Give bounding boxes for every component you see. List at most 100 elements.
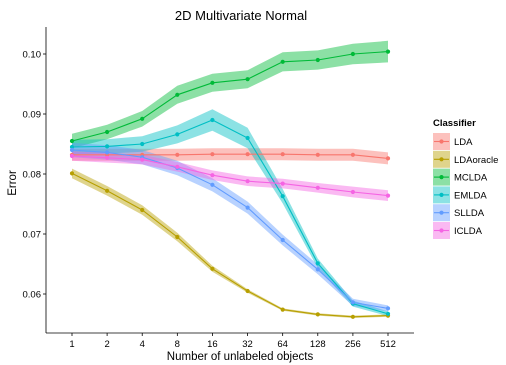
- x-tick-label: 64: [277, 339, 288, 350]
- data-point-sllda: [69, 147, 75, 153]
- legend-label: SLLDA: [454, 208, 485, 219]
- x-tick-label: 2: [104, 339, 109, 350]
- data-point-emlda: [245, 135, 250, 141]
- data-point-emlda: [105, 144, 110, 149]
- y-tick-label: 0.06: [23, 289, 42, 300]
- legend-item-iclda: ICLDA: [433, 222, 483, 239]
- data-point-mclda: [140, 116, 145, 121]
- x-tick-label: 16: [207, 339, 218, 350]
- data-point-ldaoracle: [280, 307, 285, 312]
- data-point-mclda: [105, 129, 110, 135]
- data-point-emlda: [140, 141, 145, 147]
- x-tick-label: 256: [345, 339, 361, 350]
- legend-key-point: [439, 139, 444, 144]
- y-tick-label: 0.10: [23, 49, 42, 60]
- data-point-iclda: [245, 179, 250, 184]
- data-point-lda: [245, 152, 250, 157]
- data-point-iclda: [280, 181, 285, 186]
- data-point-lda: [350, 152, 355, 157]
- legend-key-point: [439, 228, 444, 233]
- data-point-emlda: [280, 194, 285, 199]
- ribbon-emlda: [72, 109, 388, 317]
- y-tick-label: 0.07: [23, 229, 42, 240]
- legend-item-mclda: MCLDA: [433, 168, 488, 186]
- legend-key-point: [439, 192, 444, 197]
- y-axis-title: Error: [7, 170, 19, 196]
- ribbon-mclda: [72, 40, 388, 149]
- legend-label: LDA: [454, 137, 473, 148]
- legend-label: MCLDA: [454, 173, 488, 184]
- x-tick-label: 32: [242, 339, 253, 350]
- legend-key-point: [439, 157, 444, 162]
- series-line-emlda: [71, 119, 389, 315]
- legend-key-point: [439, 210, 444, 215]
- data-point-ldaoracle: [350, 314, 355, 319]
- data-point-sllda: [315, 267, 320, 272]
- data-point-emlda: [210, 117, 215, 123]
- data-point-lda: [210, 152, 215, 157]
- data-point-ldaoracle: [175, 234, 180, 240]
- data-point-iclda: [315, 185, 320, 190]
- y-tick-label: 0.09: [23, 109, 42, 120]
- data-point-iclda: [210, 173, 215, 178]
- x-tick-label: 4: [140, 339, 145, 350]
- data-point-mclda: [175, 92, 180, 97]
- data-point-mclda: [315, 57, 320, 63]
- data-point-ldaoracle: [210, 266, 215, 271]
- data-point-lda: [280, 152, 285, 157]
- data-point-mclda: [69, 138, 75, 144]
- data-point-mclda: [210, 80, 215, 85]
- data-point-iclda: [69, 153, 75, 159]
- data-point-sllda: [245, 205, 250, 210]
- data-point-ldaoracle: [69, 171, 75, 176]
- data-point-iclda: [140, 157, 145, 162]
- legend-title: Classifier: [433, 118, 476, 129]
- data-point-ldaoracle: [140, 207, 145, 213]
- data-point-emlda: [175, 132, 180, 137]
- data-point-mclda: [350, 51, 355, 57]
- series-line-ldaoracle: [71, 172, 389, 318]
- data-point-iclda: [385, 193, 391, 198]
- y-tick-label: 0.08: [23, 169, 42, 180]
- x-tick-label: 8: [175, 339, 180, 350]
- x-tick-label: 512: [380, 339, 396, 350]
- ribbon-iclda: [72, 151, 388, 201]
- plot-area: [69, 40, 391, 319]
- data-point-sllda: [210, 182, 215, 187]
- legend-item-emlda: EMLDA: [433, 186, 487, 204]
- data-point-lda: [175, 152, 180, 157]
- series-line-iclda: [71, 155, 389, 197]
- data-point-mclda: [385, 49, 391, 54]
- legend-item-sllda: SLLDA: [433, 204, 485, 222]
- legend-label: LDAoracle: [454, 155, 498, 166]
- data-point-sllda: [350, 300, 355, 305]
- series-line-sllda: [71, 149, 389, 309]
- legend: Classifier LDA LDAoracle MCLDA EMLDA SLLDA IC…: [433, 118, 498, 239]
- data-point-lda: [315, 152, 320, 157]
- chart-title: 2D Multivariate Normal: [175, 8, 307, 23]
- data-point-mclda: [245, 77, 250, 82]
- legend-item-ldaoracle: LDAoracle: [433, 150, 498, 168]
- x-axis-title: Number of unlabeled objects: [167, 351, 314, 363]
- data-point-sllda: [280, 237, 285, 243]
- x-tick-label: 128: [310, 339, 326, 350]
- data-point-iclda: [350, 189, 355, 195]
- data-point-emlda: [69, 144, 75, 150]
- data-point-iclda: [105, 155, 110, 160]
- data-point-iclda: [175, 164, 180, 169]
- legend-label: ICLDA: [454, 226, 483, 237]
- series-line-mclda: [71, 51, 389, 142]
- data-point-lda: [385, 156, 391, 161]
- x-tick-label: 1: [69, 339, 74, 350]
- legend-item-lda: LDA: [433, 133, 473, 150]
- legend-key-point: [439, 175, 444, 180]
- data-point-mclda: [280, 59, 285, 64]
- axes: 0.06 0.07 0.08 0.09 0.10 1 2 4 8 16 32 64 128 256 512: [23, 27, 414, 350]
- data-point-sllda: [385, 306, 391, 311]
- data-point-ldaoracle: [245, 288, 250, 294]
- data-point-ldaoracle: [105, 188, 110, 193]
- legend-label: EMLDA: [454, 190, 487, 201]
- data-point-emlda: [315, 261, 320, 266]
- data-point-emlda: [385, 311, 391, 316]
